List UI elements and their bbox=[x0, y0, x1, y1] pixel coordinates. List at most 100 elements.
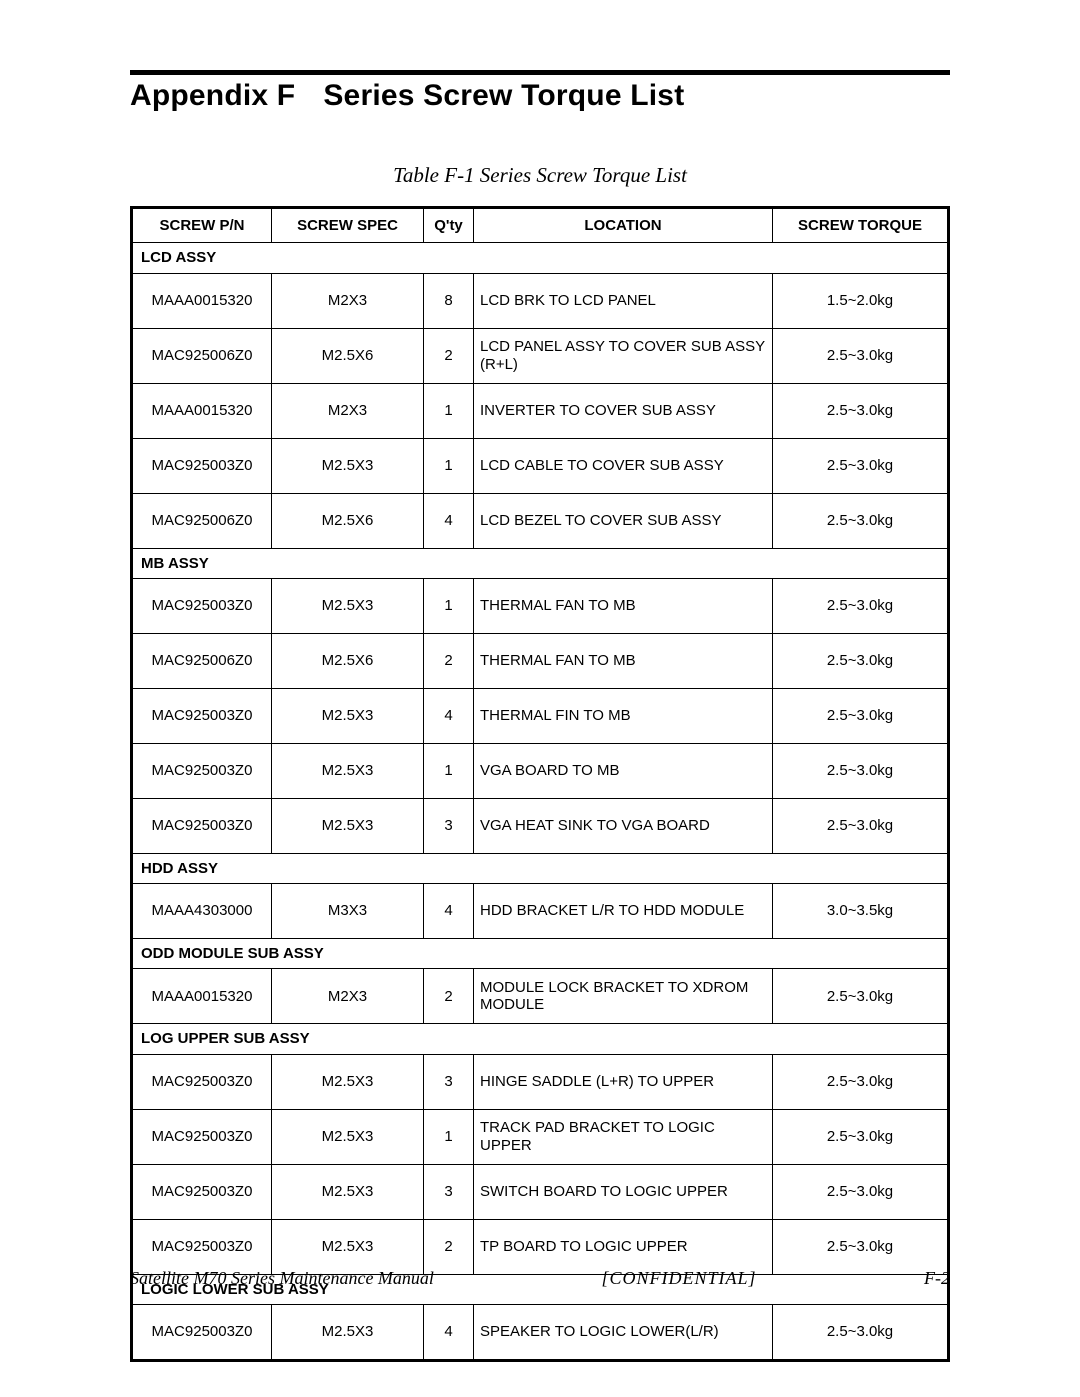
cell-loc: INVERTER TO COVER SUB ASSY bbox=[474, 383, 773, 438]
cell-tq: 2.5~3.0kg bbox=[773, 743, 949, 798]
section-header-row: HDD ASSY bbox=[132, 853, 949, 883]
col-header-qty: Q'ty bbox=[424, 208, 474, 243]
cell-spec: M2X3 bbox=[272, 383, 424, 438]
cell-tq: 2.5~3.0kg bbox=[773, 493, 949, 548]
table-row: MAAA0015320M2X38LCD BRK TO LCD PANEL1.5~… bbox=[132, 273, 949, 328]
cell-qty: 1 bbox=[424, 743, 474, 798]
footer-center: [CONFIDENTIAL] bbox=[601, 1268, 756, 1289]
cell-tq: 2.5~3.0kg bbox=[773, 1109, 949, 1164]
section-title: MB ASSY bbox=[132, 548, 949, 578]
cell-qty: 4 bbox=[424, 884, 474, 939]
cell-loc: THERMAL FAN TO MB bbox=[474, 578, 773, 633]
cell-loc: LCD BEZEL TO COVER SUB ASSY bbox=[474, 493, 773, 548]
cell-pn: MAC925003Z0 bbox=[132, 438, 272, 493]
cell-tq: 2.5~3.0kg bbox=[773, 1304, 949, 1360]
section-header-row: MB ASSY bbox=[132, 548, 949, 578]
cell-qty: 4 bbox=[424, 688, 474, 743]
cell-spec: M3X3 bbox=[272, 884, 424, 939]
cell-qty: 1 bbox=[424, 1109, 474, 1164]
page-footer: Satellite M70 Series Maintenance Manual … bbox=[130, 1268, 950, 1289]
cell-loc: MODULE LOCK BRACKET TO XDROM MODULE bbox=[474, 969, 773, 1024]
table-caption: Table F-1 Series Screw Torque List bbox=[130, 163, 950, 188]
cell-qty: 8 bbox=[424, 273, 474, 328]
cell-pn: MAAA0015320 bbox=[132, 383, 272, 438]
cell-qty: 2 bbox=[424, 633, 474, 688]
cell-spec: M2.5X3 bbox=[272, 688, 424, 743]
cell-qty: 4 bbox=[424, 1304, 474, 1360]
cell-tq: 2.5~3.0kg bbox=[773, 383, 949, 438]
cell-loc: SPEAKER TO LOGIC LOWER(L/R) bbox=[474, 1304, 773, 1360]
table-body: LCD ASSYMAAA0015320M2X38LCD BRK TO LCD P… bbox=[132, 243, 949, 1361]
cell-loc: LCD PANEL ASSY TO COVER SUB ASSY (R+L) bbox=[474, 328, 773, 383]
section-header-row: LCD ASSY bbox=[132, 243, 949, 273]
cell-qty: 2 bbox=[424, 328, 474, 383]
col-header-tq: SCREW TORQUE bbox=[773, 208, 949, 243]
cell-pn: MAC925003Z0 bbox=[132, 1109, 272, 1164]
cell-pn: MAAA0015320 bbox=[132, 273, 272, 328]
cell-spec: M2X3 bbox=[272, 969, 424, 1024]
footer-right: F-2 bbox=[924, 1268, 950, 1289]
table-row: MAC925006Z0M2.5X62THERMAL FAN TO MB2.5~3… bbox=[132, 633, 949, 688]
cell-pn: MAC925003Z0 bbox=[132, 1164, 272, 1219]
cell-spec: M2.5X3 bbox=[272, 1164, 424, 1219]
cell-spec: M2.5X3 bbox=[272, 743, 424, 798]
cell-tq: 2.5~3.0kg bbox=[773, 328, 949, 383]
cell-qty: 3 bbox=[424, 1164, 474, 1219]
cell-pn: MAC925003Z0 bbox=[132, 798, 272, 853]
table-row: MAAA4303000M3X34HDD BRACKET L/R TO HDD M… bbox=[132, 884, 949, 939]
cell-qty: 1 bbox=[424, 438, 474, 493]
page-title: Appendix FSeries Screw Torque List bbox=[130, 79, 950, 113]
table-row: MAC925003Z0M2.5X33SWITCH BOARD TO LOGIC … bbox=[132, 1164, 949, 1219]
cell-pn: MAC925006Z0 bbox=[132, 493, 272, 548]
cell-pn: MAC925003Z0 bbox=[132, 688, 272, 743]
cell-spec: M2.5X3 bbox=[272, 798, 424, 853]
section-header-row: ODD MODULE SUB ASSY bbox=[132, 939, 949, 969]
cell-tq: 2.5~3.0kg bbox=[773, 633, 949, 688]
cell-spec: M2.5X3 bbox=[272, 1219, 424, 1274]
cell-loc: VGA HEAT SINK TO VGA BOARD bbox=[474, 798, 773, 853]
table-row: MAAA0015320M2X32MODULE LOCK BRACKET TO X… bbox=[132, 969, 949, 1024]
cell-qty: 1 bbox=[424, 383, 474, 438]
cell-qty: 3 bbox=[424, 1054, 474, 1109]
table-row: MAC925003Z0M2.5X34SPEAKER TO LOGIC LOWER… bbox=[132, 1304, 949, 1360]
cell-loc: TRACK PAD BRACKET TO LOGIC UPPER bbox=[474, 1109, 773, 1164]
table-row: MAC925003Z0M2.5X31LCD CABLE TO COVER SUB… bbox=[132, 438, 949, 493]
cell-pn: MAC925006Z0 bbox=[132, 328, 272, 383]
cell-loc: TP BOARD TO LOGIC UPPER bbox=[474, 1219, 773, 1274]
table-row: MAC925003Z0M2.5X31VGA BOARD TO MB2.5~3.0… bbox=[132, 743, 949, 798]
section-title: LOG UPPER SUB ASSY bbox=[132, 1024, 949, 1054]
cell-pn: MAC925003Z0 bbox=[132, 1054, 272, 1109]
cell-tq: 1.5~2.0kg bbox=[773, 273, 949, 328]
page: Appendix FSeries Screw Torque List Table… bbox=[0, 0, 1080, 1397]
table-head: SCREW P/N SCREW SPEC Q'ty LOCATION SCREW… bbox=[132, 208, 949, 243]
table-row: MAC925006Z0M2.5X62LCD PANEL ASSY TO COVE… bbox=[132, 328, 949, 383]
cell-spec: M2.5X6 bbox=[272, 633, 424, 688]
title-prefix: Appendix F bbox=[130, 79, 295, 112]
cell-loc: SWITCH BOARD TO LOGIC UPPER bbox=[474, 1164, 773, 1219]
footer-left: Satellite M70 Series Maintenance Manual bbox=[130, 1268, 434, 1289]
cell-spec: M2.5X6 bbox=[272, 328, 424, 383]
cell-tq: 2.5~3.0kg bbox=[773, 438, 949, 493]
section-title: ODD MODULE SUB ASSY bbox=[132, 939, 949, 969]
cell-tq: 2.5~3.0kg bbox=[773, 688, 949, 743]
section-title: HDD ASSY bbox=[132, 853, 949, 883]
cell-loc: LCD CABLE TO COVER SUB ASSY bbox=[474, 438, 773, 493]
col-header-pn: SCREW P/N bbox=[132, 208, 272, 243]
table-row: MAC925006Z0M2.5X64LCD BEZEL TO COVER SUB… bbox=[132, 493, 949, 548]
cell-spec: M2.5X3 bbox=[272, 438, 424, 493]
cell-pn: MAAA0015320 bbox=[132, 969, 272, 1024]
table-row: MAC925003Z0M2.5X33VGA HEAT SINK TO VGA B… bbox=[132, 798, 949, 853]
cell-spec: M2.5X3 bbox=[272, 1304, 424, 1360]
cell-loc: LCD BRK TO LCD PANEL bbox=[474, 273, 773, 328]
cell-spec: M2.5X6 bbox=[272, 493, 424, 548]
torque-table: SCREW P/N SCREW SPEC Q'ty LOCATION SCREW… bbox=[130, 206, 950, 1362]
col-header-loc: LOCATION bbox=[474, 208, 773, 243]
cell-pn: MAC925003Z0 bbox=[132, 1219, 272, 1274]
cell-qty: 4 bbox=[424, 493, 474, 548]
cell-tq: 2.5~3.0kg bbox=[773, 1054, 949, 1109]
cell-tq: 3.0~3.5kg bbox=[773, 884, 949, 939]
cell-pn: MAC925006Z0 bbox=[132, 633, 272, 688]
cell-qty: 2 bbox=[424, 1219, 474, 1274]
cell-tq: 2.5~3.0kg bbox=[773, 578, 949, 633]
table-row: MAC925003Z0M2.5X31THERMAL FAN TO MB2.5~3… bbox=[132, 578, 949, 633]
